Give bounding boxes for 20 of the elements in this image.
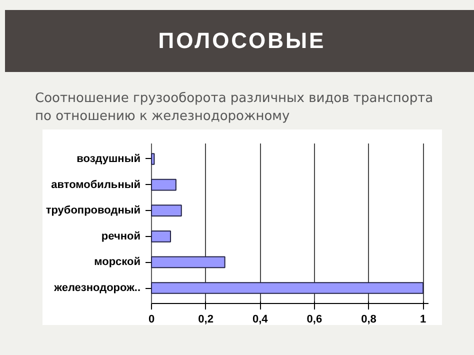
bar — [151, 282, 424, 294]
x-tick-label: 0,8 — [361, 314, 376, 326]
bar — [151, 153, 155, 165]
bar — [151, 256, 226, 268]
y-tick-label: морской — [94, 256, 140, 268]
x-tick-label: 1 — [420, 314, 426, 326]
x-tick-label: 0 — [148, 314, 155, 326]
y-tick-label: трубопроводный — [46, 204, 141, 217]
x-tick-label: 0,4 — [252, 314, 269, 326]
chart-title: ПОЛОСОВЫЕ — [158, 27, 326, 55]
bar — [151, 230, 172, 242]
x-tick-label: 0,6 — [306, 314, 322, 326]
y-tick-label: железнодорож.. — [53, 282, 141, 294]
x-tick-label: 0,2 — [198, 314, 214, 326]
y-tick-label: воздушный — [76, 152, 141, 165]
bar — [151, 178, 176, 191]
bar — [151, 204, 182, 217]
y-tick-label: автомобильный — [51, 178, 141, 191]
y-tick-label: речной — [101, 230, 141, 242]
chart-subtitle: Соотношение грузооборота различных видов транспорта по отношению к железнодорожному — [35, 90, 434, 126]
